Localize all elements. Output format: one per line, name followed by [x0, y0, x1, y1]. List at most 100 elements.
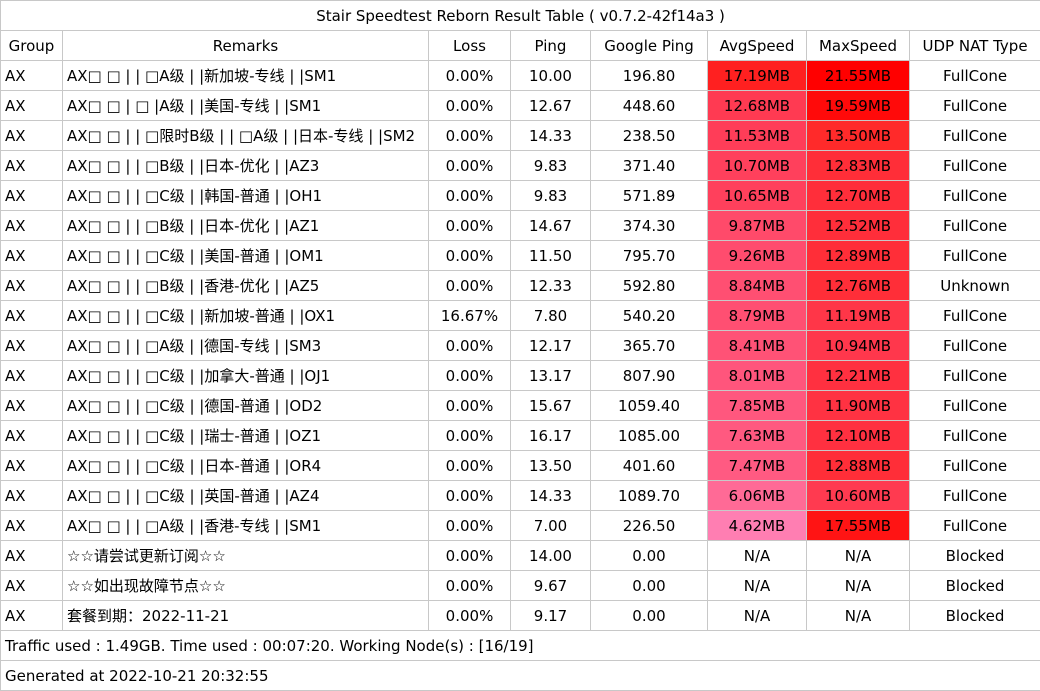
cell-udp-nat-type: FullCone [910, 331, 1040, 361]
cell-ping: 12.33 [511, 271, 591, 301]
cell-google-ping: 365.70 [591, 331, 708, 361]
cell-udp-nat-type: FullCone [910, 361, 1040, 391]
header-udp-nat-type: UDP NAT Type [910, 31, 1040, 61]
cell-google-ping: 371.40 [591, 151, 708, 181]
cell-avg-speed: 8.41MB [708, 331, 807, 361]
header-max-speed: MaxSpeed [807, 31, 910, 61]
cell-udp-nat-type: FullCone [910, 421, 1040, 451]
cell-remarks: AX□ □ | | □C级 | |日本-普通 | |OR4 [63, 451, 429, 481]
cell-google-ping: 226.50 [591, 511, 708, 541]
cell-max-speed: 11.90MB [807, 391, 910, 421]
cell-avg-speed: N/A [708, 601, 807, 631]
cell-remarks: AX□ □ | | □C级 | |美国-普通 | |OM1 [63, 241, 429, 271]
cell-remarks: AX□ □ | | □A级 | |德国-专线 | |SM3 [63, 331, 429, 361]
cell-loss: 0.00% [429, 511, 511, 541]
cell-group: AX [1, 151, 63, 181]
cell-remarks: ☆☆如出现故障节点☆☆ [63, 571, 429, 601]
cell-udp-nat-type: FullCone [910, 151, 1040, 181]
cell-group: AX [1, 211, 63, 241]
cell-remarks: AX□ □ | | □B级 | |香港-优化 | |AZ5 [63, 271, 429, 301]
cell-loss: 0.00% [429, 601, 511, 631]
cell-avg-speed: 10.65MB [708, 181, 807, 211]
header-ping: Ping [511, 31, 591, 61]
cell-loss: 0.00% [429, 91, 511, 121]
header-remarks: Remarks [63, 31, 429, 61]
cell-remarks: AX□ □ | | □限时B级 | | □A级 | |日本-专线 | |SM2 [63, 121, 429, 151]
cell-google-ping: 1085.00 [591, 421, 708, 451]
cell-remarks: 套餐到期：2022-11-21 [63, 601, 429, 631]
cell-loss: 0.00% [429, 481, 511, 511]
cell-google-ping: 1089.70 [591, 481, 708, 511]
cell-google-ping: 238.50 [591, 121, 708, 151]
footer-row-generated: Generated at 2022-10-21 20:32:55 [1, 661, 1040, 691]
cell-group: AX [1, 301, 63, 331]
cell-remarks: AX□ □ | | □C级 | |德国-普通 | |OD2 [63, 391, 429, 421]
cell-ping: 9.83 [511, 151, 591, 181]
cell-avg-speed: N/A [708, 571, 807, 601]
cell-max-speed: 10.60MB [807, 481, 910, 511]
cell-max-speed: 19.59MB [807, 91, 910, 121]
cell-ping: 16.17 [511, 421, 591, 451]
header-row: Group Remarks Loss Ping Google Ping AvgS… [1, 31, 1040, 61]
cell-loss: 0.00% [429, 211, 511, 241]
cell-max-speed: 11.19MB [807, 301, 910, 331]
cell-google-ping: 374.30 [591, 211, 708, 241]
cell-max-speed: 21.55MB [807, 61, 910, 91]
cell-group: AX [1, 421, 63, 451]
table-title: Stair Speedtest Reborn Result Table ( v0… [1, 1, 1040, 31]
cell-loss: 0.00% [429, 361, 511, 391]
cell-max-speed: 12.83MB [807, 151, 910, 181]
header-group: Group [1, 31, 63, 61]
cell-ping: 9.67 [511, 571, 591, 601]
cell-ping: 13.17 [511, 361, 591, 391]
cell-google-ping: 807.90 [591, 361, 708, 391]
cell-loss: 0.00% [429, 451, 511, 481]
cell-remarks: AX□ □ | | □C级 | |韩国-普通 | |OH1 [63, 181, 429, 211]
cell-ping: 7.80 [511, 301, 591, 331]
cell-loss: 0.00% [429, 271, 511, 301]
cell-avg-speed: N/A [708, 541, 807, 571]
cell-group: AX [1, 91, 63, 121]
cell-loss: 0.00% [429, 541, 511, 571]
cell-udp-nat-type: FullCone [910, 451, 1040, 481]
cell-remarks: AX□ □ | | □B级 | |日本-优化 | |AZ1 [63, 211, 429, 241]
cell-udp-nat-type: FullCone [910, 181, 1040, 211]
cell-ping: 12.67 [511, 91, 591, 121]
cell-max-speed: 12.52MB [807, 211, 910, 241]
cell-remarks: AX□ □ | | □C级 | |英国-普通 | |AZ4 [63, 481, 429, 511]
cell-udp-nat-type: FullCone [910, 391, 1040, 421]
cell-remarks: AX□ □ | | □A级 | |香港-专线 | |SM1 [63, 511, 429, 541]
cell-ping: 9.83 [511, 181, 591, 211]
cell-group: AX [1, 571, 63, 601]
cell-ping: 9.17 [511, 601, 591, 631]
cell-loss: 0.00% [429, 151, 511, 181]
cell-ping: 7.00 [511, 511, 591, 541]
cell-google-ping: 795.70 [591, 241, 708, 271]
cell-group: AX [1, 271, 63, 301]
cell-avg-speed: 4.62MB [708, 511, 807, 541]
cell-max-speed: N/A [807, 601, 910, 631]
cell-ping: 14.00 [511, 541, 591, 571]
header-google-ping: Google Ping [591, 31, 708, 61]
cell-ping: 15.67 [511, 391, 591, 421]
cell-avg-speed: 17.19MB [708, 61, 807, 91]
cell-avg-speed: 7.47MB [708, 451, 807, 481]
cell-loss: 0.00% [429, 571, 511, 601]
cell-avg-speed: 11.53MB [708, 121, 807, 151]
cell-remarks: ☆☆请尝试更新订阅☆☆ [63, 541, 429, 571]
cell-max-speed: 12.10MB [807, 421, 910, 451]
cell-loss: 0.00% [429, 181, 511, 211]
